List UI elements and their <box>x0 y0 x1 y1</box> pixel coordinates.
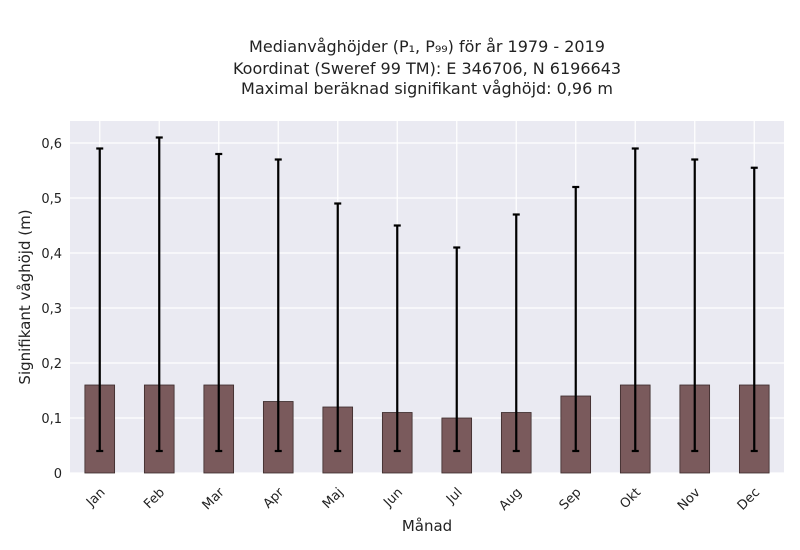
x-tick-label: Aug <box>497 485 526 514</box>
error-bar-apr <box>274 158 282 453</box>
y-axis-label: Signifikant våghöjd (m) <box>16 209 34 384</box>
error-bars <box>96 136 758 453</box>
error-bar-dec <box>750 166 758 453</box>
x-tick-label: Jan <box>83 485 108 510</box>
chart-title-line-1: Medianvåghöjder (P₁, P₉₉) för år 1979 - … <box>249 37 605 56</box>
y-tick-label: 0,6 <box>41 137 62 152</box>
x-axis-label: Månad <box>402 517 452 535</box>
error-bar-maj <box>334 202 342 453</box>
x-tick-label: Nov <box>675 485 704 514</box>
x-tick-label: Jun <box>380 485 406 511</box>
plot-area <box>70 121 784 473</box>
y-axis-ticks: 0 0,1 0,2 0,3 0,4 0,5 0,6 <box>41 137 62 482</box>
chart-title: Medianvåghöjder (P₁, P₉₉) för år 1979 - … <box>233 37 621 98</box>
error-bar-jul <box>453 246 461 453</box>
error-bar-okt <box>631 147 639 453</box>
x-tick-label: Okt <box>617 485 644 512</box>
error-bar-jun <box>393 224 401 453</box>
error-bar-sep <box>572 185 580 453</box>
chart-title-line-2: Koordinat (Sweref 99 TM): E 346706, N 61… <box>233 59 621 78</box>
x-tick-label: Mar <box>200 485 228 513</box>
x-tick-label: Sep <box>557 485 585 513</box>
y-tick-label: 0,5 <box>41 192 62 207</box>
error-bar-aug <box>512 213 520 453</box>
chart-title-line-3: Maximal beräknad signifikant våghöjd: 0,… <box>241 79 613 98</box>
x-tick-label: Feb <box>141 485 168 512</box>
y-tick-label: 0 <box>54 467 62 482</box>
error-bar-jan <box>96 147 104 453</box>
x-axis-ticks: Jan Feb Mar Apr Maj Jun Jul Aug Sep Okt Nov Dec <box>83 485 763 514</box>
y-tick-label: 0,1 <box>41 412 62 427</box>
y-tick-label: 0,2 <box>41 357 62 372</box>
error-bar-feb <box>155 136 163 453</box>
error-bar-mar <box>215 152 223 453</box>
error-bar-nov <box>691 158 699 453</box>
y-tick-label: 0,3 <box>41 302 62 317</box>
x-tick-label: Dec <box>735 485 763 513</box>
x-tick-label: Jul <box>443 485 465 507</box>
x-tick-label: Apr <box>261 485 288 512</box>
y-tick-label: 0,4 <box>41 247 62 262</box>
x-tick-label: Maj <box>320 485 347 512</box>
